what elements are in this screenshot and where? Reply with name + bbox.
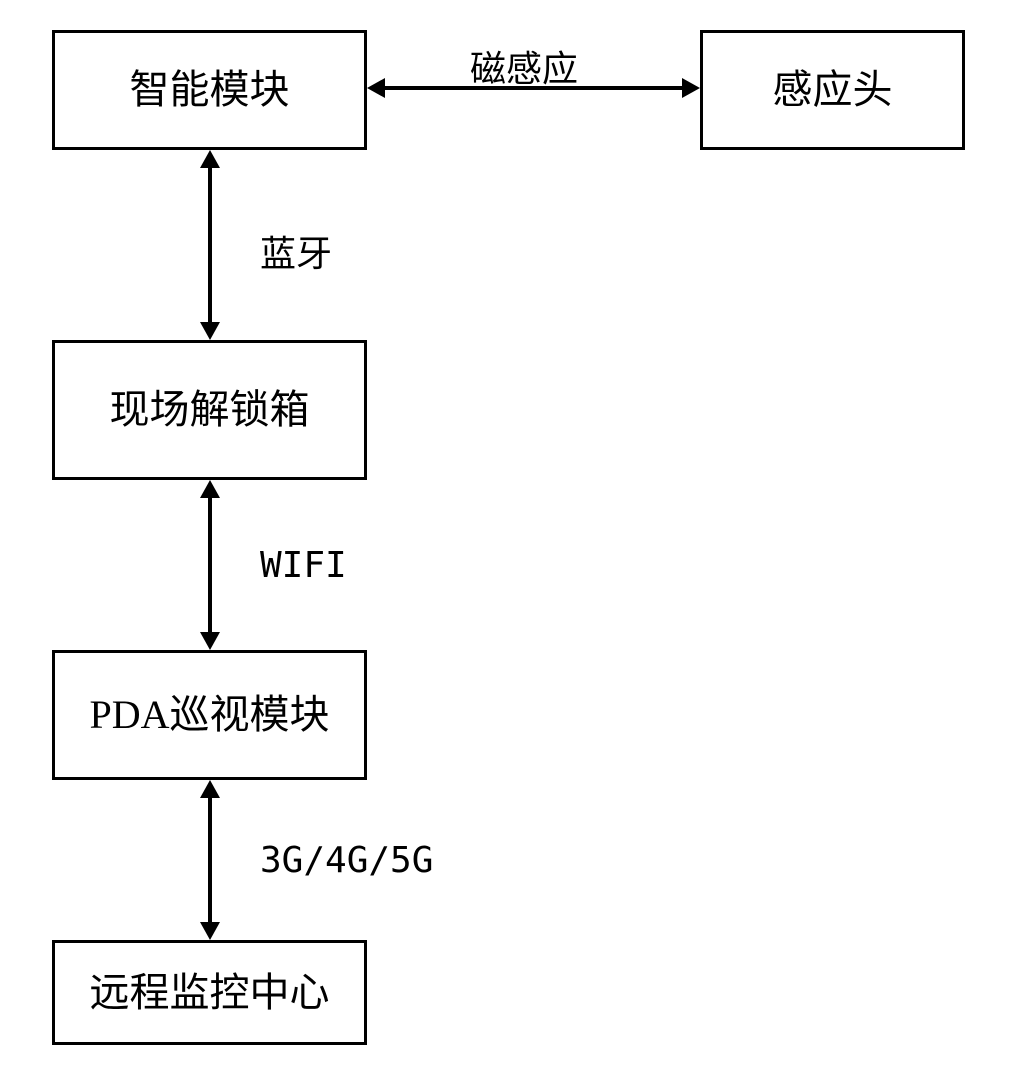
- edge-bluetooth-arrow-down: [200, 322, 220, 340]
- edge-magnetic-arrow-right: [682, 78, 700, 98]
- edge-bluetooth-line: [208, 168, 212, 322]
- edge-mobile-line: [208, 798, 212, 922]
- pda-module-node: PDA巡视模块: [52, 650, 367, 780]
- remote-center-node: 远程监控中心: [52, 940, 367, 1045]
- edge-wifi-arrow-up: [200, 480, 220, 498]
- unlock-box-node: 现场解锁箱: [52, 340, 367, 480]
- sensor-head-label: 感应头: [773, 66, 893, 114]
- edge-bluetooth-label: 蓝牙: [260, 225, 332, 277]
- edge-bluetooth-arrow-up: [200, 150, 220, 168]
- smart-module-node: 智能模块: [52, 30, 367, 150]
- sensor-head-node: 感应头: [700, 30, 965, 150]
- pda-module-label: PDA巡视模块: [89, 691, 329, 739]
- edge-wifi-arrow-down: [200, 632, 220, 650]
- edge-wifi-line: [208, 498, 212, 632]
- edge-mobile-arrow-down: [200, 922, 220, 940]
- edge-wifi-label: WIFI: [260, 545, 347, 586]
- smart-module-label: 智能模块: [130, 66, 290, 114]
- edge-mobile-label: 3G/4G/5G: [260, 840, 433, 881]
- edge-magnetic-arrow-left: [367, 78, 385, 98]
- remote-center-label: 远程监控中心: [90, 969, 330, 1017]
- edge-mobile-arrow-up: [200, 780, 220, 798]
- edge-magnetic-label: 磁感应: [470, 40, 578, 92]
- unlock-box-label: 现场解锁箱: [110, 386, 310, 434]
